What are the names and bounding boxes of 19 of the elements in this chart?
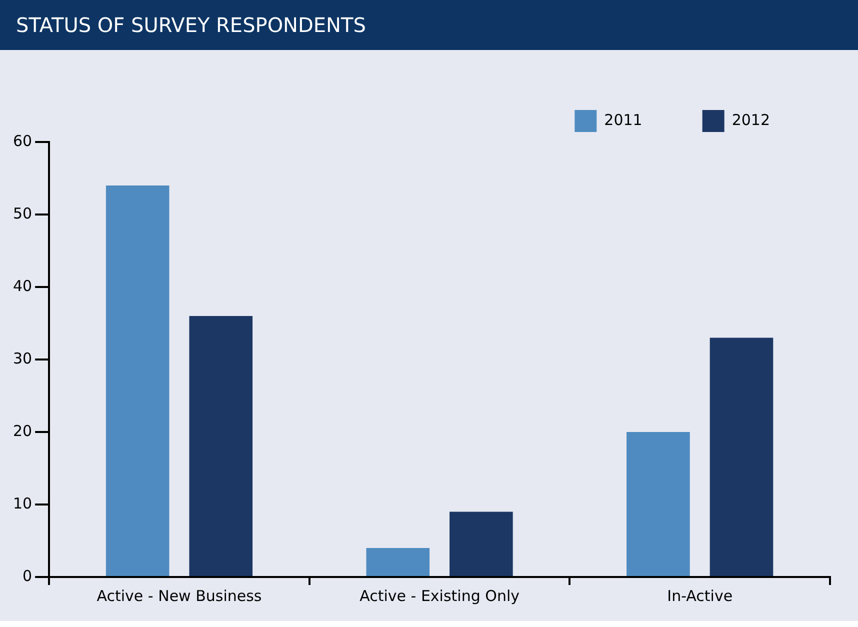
bar	[366, 548, 430, 576]
bar	[710, 338, 774, 576]
legend-label: 2011	[604, 110, 642, 129]
y-tick-label: 0	[22, 566, 32, 585]
x-tick-label: Active - New Business	[96, 586, 262, 605]
bar	[626, 432, 690, 576]
x-tick-label: Active - Existing Only	[360, 586, 520, 605]
y-tick-label: 50	[12, 204, 32, 222]
y-tick-label: 20	[12, 422, 32, 440]
y-tick-label: 30	[12, 349, 32, 368]
bar	[106, 186, 170, 576]
bar	[189, 316, 253, 576]
y-tick-label: 40	[12, 276, 32, 295]
y-tick-label: 60	[12, 132, 32, 150]
legend-label: 2012	[732, 110, 770, 129]
chart-title: STATUS OF SURVEY RESPONDENTS	[0, 0, 858, 50]
x-tick-label: In-Active	[667, 586, 733, 605]
bar	[450, 512, 513, 576]
y-tick-label: 10	[12, 494, 32, 512]
